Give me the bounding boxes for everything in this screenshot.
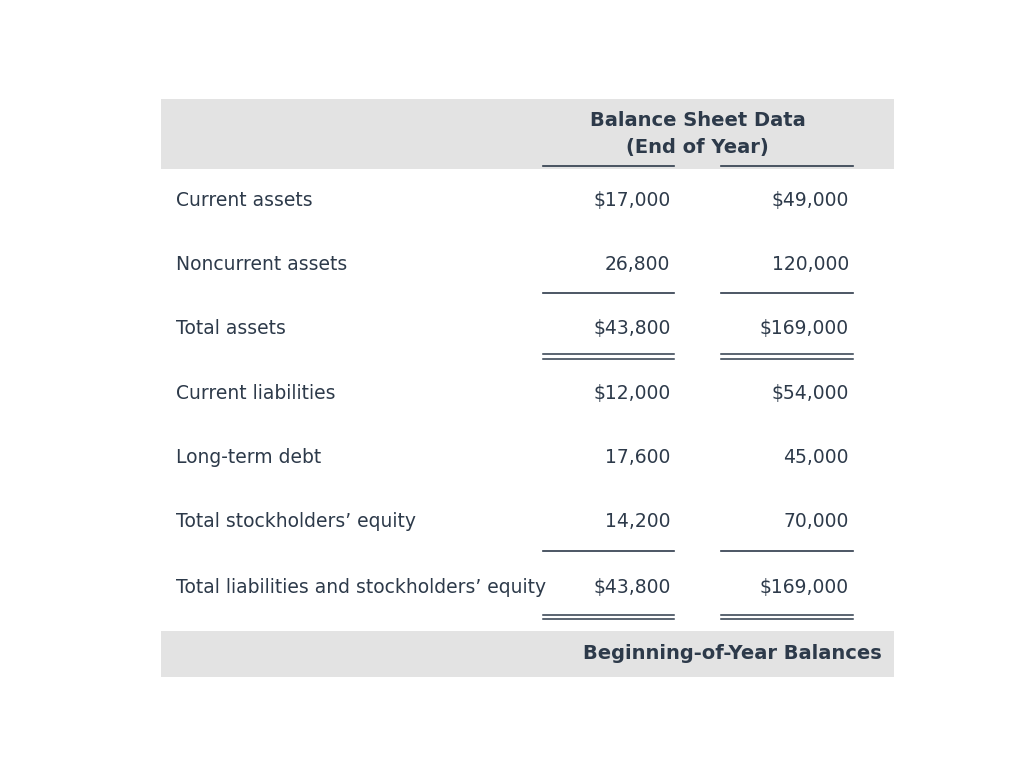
Text: 26,800: 26,800: [605, 255, 671, 274]
Bar: [161, 621, 894, 630]
Text: $54,000: $54,000: [771, 384, 849, 403]
Text: $169,000: $169,000: [760, 578, 849, 597]
Bar: [161, 425, 894, 489]
Text: Noncurrent assets: Noncurrent assets: [176, 255, 347, 274]
Text: 120,000: 120,000: [771, 255, 849, 274]
Text: $17,000: $17,000: [593, 191, 671, 210]
Text: 45,000: 45,000: [783, 448, 849, 467]
Text: 17,600: 17,600: [605, 448, 671, 467]
Text: Total liabilities and stockholders’ equity: Total liabilities and stockholders’ equi…: [176, 578, 546, 597]
Text: Beginning-of-Year Balances: Beginning-of-Year Balances: [584, 644, 882, 663]
Bar: [161, 489, 894, 554]
Bar: [161, 232, 894, 296]
Text: $169,000: $169,000: [760, 319, 849, 338]
Text: Total stockholders’ equity: Total stockholders’ equity: [176, 512, 416, 531]
Bar: [161, 169, 894, 232]
Text: Long-term debt: Long-term debt: [176, 448, 322, 467]
Text: Balance Sheet Data
(End of Year): Balance Sheet Data (End of Year): [590, 112, 806, 157]
Bar: [161, 361, 894, 425]
Text: Current assets: Current assets: [176, 191, 312, 210]
Bar: [161, 296, 894, 361]
Text: Current liabilities: Current liabilities: [176, 384, 336, 403]
Bar: [161, 554, 894, 621]
Text: 70,000: 70,000: [783, 512, 849, 531]
Text: $12,000: $12,000: [593, 384, 671, 403]
Text: $43,800: $43,800: [593, 578, 671, 597]
Text: 14,200: 14,200: [605, 512, 671, 531]
Bar: [161, 630, 894, 677]
Text: Total assets: Total assets: [176, 319, 286, 338]
Text: $43,800: $43,800: [593, 319, 671, 338]
Text: $49,000: $49,000: [771, 191, 849, 210]
Bar: [161, 99, 894, 169]
